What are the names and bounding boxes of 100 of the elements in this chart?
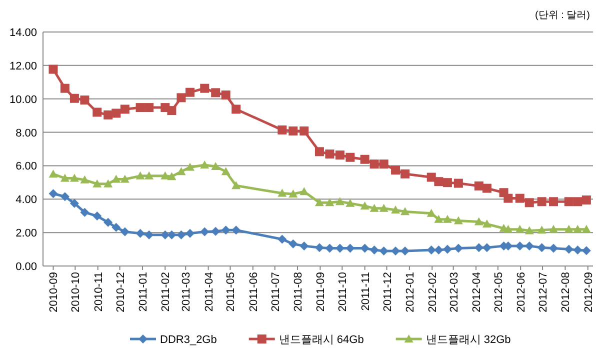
point [60, 174, 70, 182]
x-tick-label: 2012-07 [538, 272, 550, 312]
point [232, 104, 241, 114]
point [335, 150, 344, 160]
point [346, 152, 355, 162]
point [232, 181, 241, 190]
point [360, 201, 370, 210]
point [537, 226, 546, 234]
point [325, 150, 334, 159]
point [515, 224, 524, 233]
x-tick-label: 2011-07 [270, 272, 282, 312]
point [278, 188, 287, 197]
point [434, 214, 444, 223]
point [70, 198, 79, 208]
point [167, 106, 176, 116]
point [136, 103, 145, 112]
x-tick-label: 2011-08 [292, 272, 305, 312]
point [186, 162, 195, 171]
point [278, 234, 287, 244]
point [80, 96, 90, 105]
point [379, 204, 388, 212]
point [144, 171, 154, 180]
y-tick-label: 10.00 [9, 94, 37, 106]
y-tick-label: 6.00 [16, 160, 37, 173]
point [200, 84, 210, 93]
point [92, 212, 102, 221]
point [454, 178, 463, 188]
x-tick-label: 2011-06 [248, 272, 260, 312]
point [186, 88, 195, 97]
point [48, 189, 58, 198]
point [564, 197, 574, 206]
point [564, 224, 574, 233]
point [92, 108, 102, 117]
point [136, 228, 145, 238]
point [400, 207, 410, 216]
point [120, 227, 130, 236]
point [176, 167, 186, 176]
point [426, 208, 436, 217]
x-tick-label: 2011-02 [160, 272, 172, 312]
point [582, 195, 591, 204]
point [211, 88, 220, 98]
point [549, 244, 558, 253]
point [176, 93, 186, 102]
point [112, 174, 121, 183]
point [549, 224, 558, 233]
point [60, 192, 70, 202]
point [482, 220, 492, 228]
point [442, 214, 452, 223]
point [564, 244, 574, 254]
point [573, 224, 582, 233]
x-tick-label: 2012-01 [404, 272, 416, 312]
point [434, 177, 444, 186]
point [80, 208, 90, 217]
y-tick-label: 14.00 [9, 27, 37, 39]
point [524, 226, 534, 234]
point [370, 245, 379, 254]
x-tick-label: 2012-06 [516, 272, 528, 312]
point [200, 160, 210, 169]
point [112, 108, 121, 118]
x-tick-label: 2011-04 [203, 272, 216, 312]
point [104, 179, 113, 188]
point [379, 246, 388, 256]
x-tick-label: 2010-11 [92, 272, 105, 312]
point [346, 198, 355, 207]
point [160, 171, 170, 180]
point [549, 197, 558, 206]
point [60, 84, 70, 93]
point [474, 217, 484, 226]
point [391, 166, 400, 175]
y-tick-label: 2.00 [16, 228, 37, 240]
point [391, 206, 400, 214]
legend-label: 낸드플래시 32Gb [426, 334, 511, 346]
x-tick-label: 2011-10 [337, 272, 350, 312]
x-tick-label: 2010-12 [114, 272, 127, 312]
point [176, 230, 186, 240]
x-tick-label: 2012-02 [427, 272, 440, 312]
point [112, 222, 121, 232]
point [515, 194, 524, 203]
point [221, 90, 230, 100]
y-tick-label: 0.00 [16, 261, 37, 273]
x-tick-label: 2011-12 [382, 272, 394, 312]
point [314, 147, 324, 156]
point [221, 167, 230, 176]
point [454, 244, 463, 253]
point [504, 194, 513, 203]
x-tick-label: 2011-09 [315, 272, 328, 312]
point [288, 189, 298, 198]
point [573, 197, 582, 206]
point [136, 171, 145, 180]
point [120, 174, 130, 183]
x-tick-label: 2012-09 [582, 272, 595, 312]
point [104, 218, 113, 227]
point [325, 198, 334, 206]
point [474, 181, 484, 190]
point [537, 243, 546, 252]
point [144, 103, 154, 112]
point [434, 245, 444, 254]
point [104, 110, 113, 120]
point [379, 160, 388, 169]
x-tick-label: 2010-09 [48, 272, 60, 312]
